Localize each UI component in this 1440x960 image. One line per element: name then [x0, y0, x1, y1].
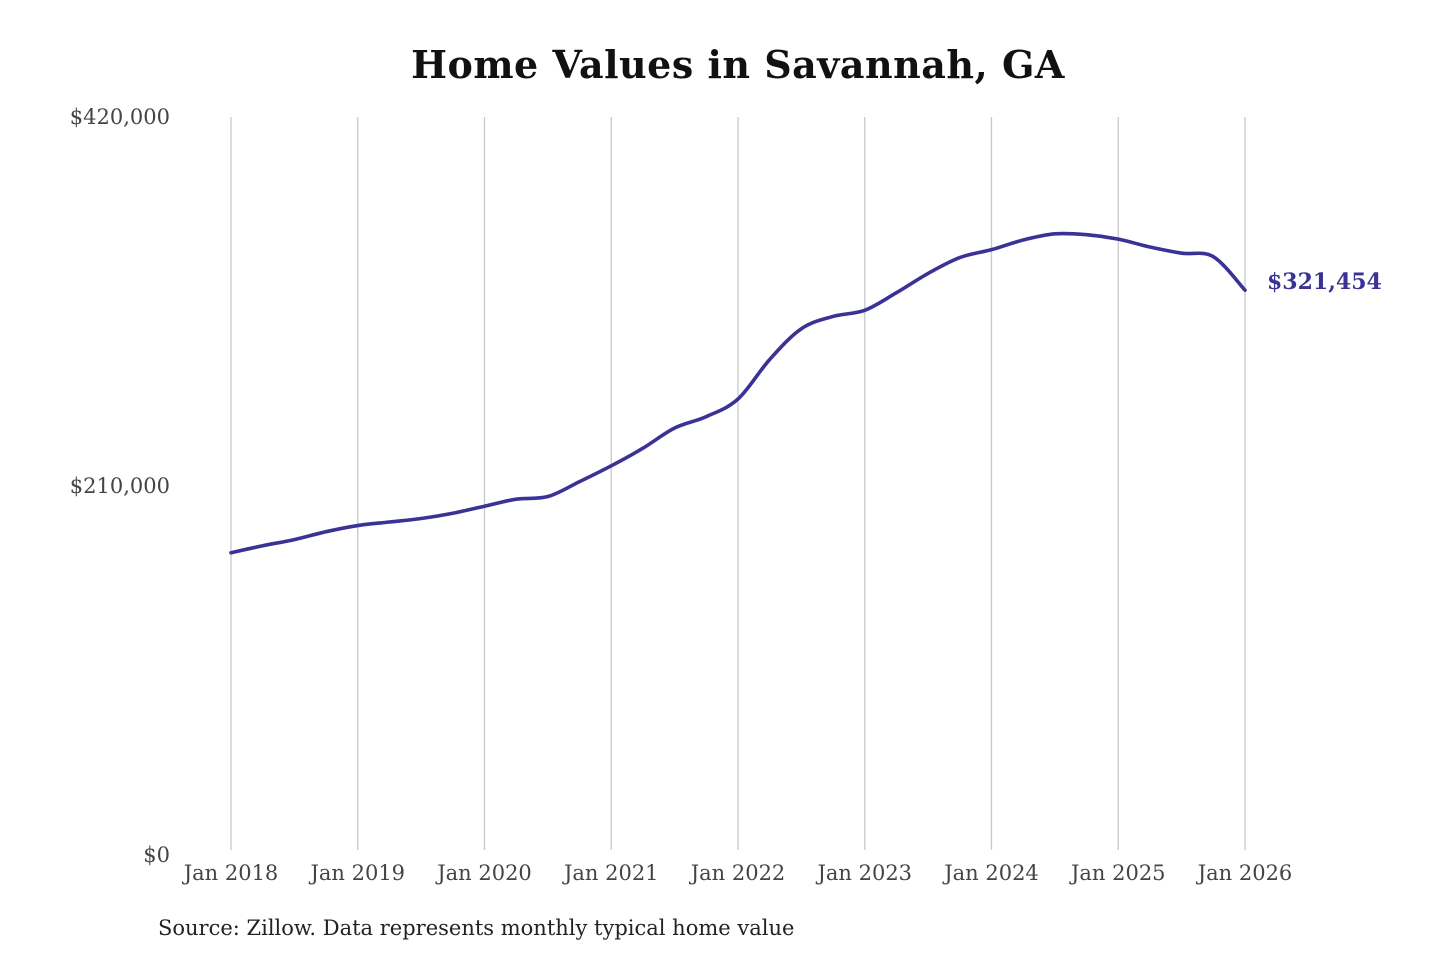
x-tick-label: Jan 2026	[1196, 861, 1293, 885]
annotation-layer: $321,454	[1267, 269, 1382, 295]
y-tick-label: $420,000	[70, 105, 170, 129]
chart-source: Source: Zillow. Data represents monthly …	[158, 916, 795, 940]
y-tick-label: $0	[143, 843, 170, 867]
x-tick-label: Jan 2024	[942, 861, 1039, 885]
series-layer	[229, 231, 1247, 555]
x-tick-label: Jan 2025	[1069, 861, 1166, 885]
x-tick-label: Jan 2018	[182, 861, 279, 885]
series-line	[229, 231, 1247, 555]
x-tick-label: Jan 2019	[308, 861, 405, 885]
y-axis: $0 $210,000 $420,000	[70, 105, 170, 867]
x-tick-label: Jan 2021	[562, 861, 659, 885]
end-value-label: $321,454	[1267, 269, 1382, 295]
x-tick-label: Jan 2020	[435, 861, 532, 885]
grid-lines	[230, 117, 1246, 850]
x-axis: Jan 2018 Jan 2019 Jan 2020 Jan 2021 Jan 2022…	[182, 861, 1293, 885]
y-tick-label: $210,000	[70, 474, 170, 498]
chart-title: Home Values in Savannah, GA	[411, 42, 1065, 87]
x-tick-label: Jan 2023	[815, 861, 912, 885]
x-tick-label: Jan 2022	[689, 861, 786, 885]
